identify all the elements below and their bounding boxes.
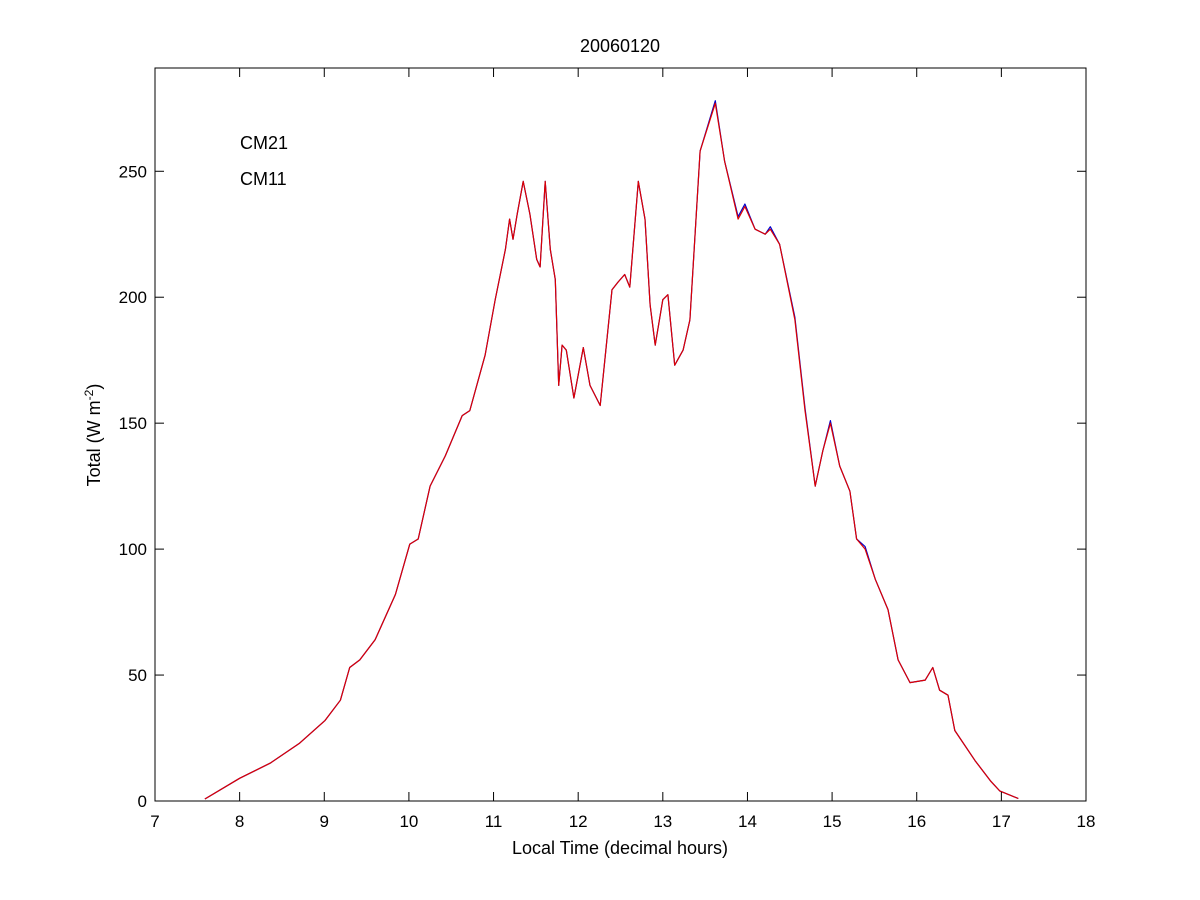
plot-frame <box>154 67 1087 802</box>
y-tick-label: 50 <box>128 666 147 685</box>
x-axis-label: Local Time (decimal hours) <box>512 838 728 858</box>
x-tick-label: 18 <box>1077 812 1096 831</box>
y-tick-label: 0 <box>138 792 147 811</box>
legend-entry-cm11: CM11 <box>240 169 287 189</box>
series-line-cm11 <box>204 102 1019 800</box>
y-tick-label: 100 <box>119 540 147 559</box>
x-tick-label: 13 <box>653 812 672 831</box>
y-axis-label-tail: ) <box>84 384 104 390</box>
x-tick-label: 15 <box>823 812 842 831</box>
y-tick-label: 150 <box>119 414 147 433</box>
y-axis-label: Total (W m-2) <box>82 384 104 487</box>
x-tick-label: 11 <box>485 812 503 831</box>
chart-title: 20060120 <box>580 36 660 56</box>
legend-entry-cm21: CM21 <box>240 133 288 153</box>
x-tick-label: 14 <box>738 812 757 831</box>
series-layer <box>204 100 1019 800</box>
y-axis-label-superscript: -2 <box>82 389 96 400</box>
x-tick-label: 12 <box>569 812 588 831</box>
x-tick-label: 10 <box>399 812 418 831</box>
y-axis-label-main: Total (W m <box>84 400 104 486</box>
x-tick-label: 7 <box>150 812 159 831</box>
axis-ticks: 7 8 9 10 11 12 13 14 15 16 17 18 0 50 100 150 200 250 <box>119 68 1096 831</box>
y-tick-label: 200 <box>119 288 147 307</box>
x-tick-label: 8 <box>235 812 244 831</box>
y-tick-label: 250 <box>119 162 147 181</box>
x-tick-label: 17 <box>992 812 1011 831</box>
x-tick-label: 9 <box>320 812 329 831</box>
x-tick-label: 16 <box>907 812 926 831</box>
